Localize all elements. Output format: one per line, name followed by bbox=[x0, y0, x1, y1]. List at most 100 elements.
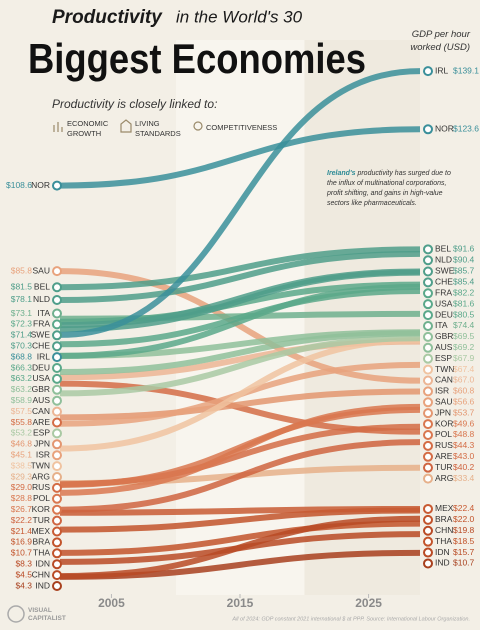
flag bbox=[423, 255, 433, 266]
country-label: IRL bbox=[435, 65, 449, 75]
country-label: CHE bbox=[32, 340, 50, 350]
value-label: $60.8 bbox=[453, 386, 475, 396]
driver-icons bbox=[53, 119, 203, 133]
driver-line: GROWTH bbox=[67, 129, 101, 138]
flag bbox=[423, 66, 433, 77]
subtitle: Productivity is closely linked to: bbox=[52, 97, 217, 111]
x-tick-label: 2025 bbox=[355, 596, 382, 610]
country-label: KOR bbox=[32, 504, 50, 514]
flag bbox=[52, 581, 62, 591]
x-tick-label: 2005 bbox=[98, 596, 125, 610]
value-label: $71.4 bbox=[11, 330, 33, 340]
flag bbox=[52, 548, 62, 559]
country-label: USA bbox=[33, 373, 51, 383]
value-label: $18.5 bbox=[453, 536, 475, 546]
value-label: $22.4 bbox=[453, 503, 475, 513]
annotation: Ireland's productivity has surged due to… bbox=[326, 170, 451, 207]
flag bbox=[423, 397, 433, 408]
country-label: BEL bbox=[435, 244, 451, 254]
country-label: THA bbox=[33, 548, 50, 558]
flag bbox=[423, 364, 433, 375]
series-line bbox=[59, 126, 421, 189]
value-label: $8.3 bbox=[15, 558, 32, 568]
lines bbox=[59, 68, 421, 580]
value-label: $40.2 bbox=[453, 462, 475, 472]
country-label: FRA bbox=[33, 319, 50, 329]
series-line bbox=[59, 283, 421, 359]
annotation-highlight: Ireland's bbox=[327, 170, 356, 177]
country-label: ARE bbox=[435, 451, 453, 461]
x-axis: 2005 2015 2025 bbox=[98, 594, 382, 610]
value-label: $82.2 bbox=[453, 288, 475, 298]
icon-competitiveness bbox=[193, 121, 203, 131]
country-label: MEX bbox=[435, 503, 454, 513]
series-line bbox=[59, 268, 421, 384]
flag bbox=[423, 299, 433, 310]
value-label: $22.2 bbox=[11, 515, 33, 525]
flag bbox=[52, 482, 62, 493]
value-label: $19.8 bbox=[453, 525, 475, 535]
country-label: TUR bbox=[33, 515, 50, 525]
value-label: $63.2 bbox=[11, 373, 33, 383]
country-label: MEX bbox=[32, 526, 51, 536]
country-label: ARG bbox=[435, 473, 453, 483]
title: in the World's 30 bbox=[176, 7, 303, 26]
country-label: POL bbox=[33, 493, 50, 503]
value-label: $29.0 bbox=[11, 482, 33, 492]
y-axis-label: GDP per hour worked (USD) bbox=[410, 29, 470, 53]
series-line bbox=[59, 335, 421, 397]
flag bbox=[52, 373, 62, 384]
value-label: $139.1 bbox=[453, 65, 479, 75]
series-line bbox=[59, 515, 421, 580]
driver-label: LIVING STANDARDS bbox=[135, 119, 181, 138]
country-label: AUS bbox=[435, 342, 453, 352]
flag bbox=[52, 341, 62, 352]
flag bbox=[423, 277, 433, 288]
flag bbox=[423, 440, 433, 451]
country-label: JPN bbox=[435, 407, 451, 417]
country-label: IND bbox=[435, 558, 450, 568]
flag bbox=[52, 282, 62, 293]
country-label: GBR bbox=[32, 384, 50, 394]
flag bbox=[423, 451, 433, 462]
driver-line: ECONOMIC bbox=[67, 119, 109, 128]
value-label: $123.6 bbox=[453, 124, 479, 134]
value-label: $68.8 bbox=[11, 351, 33, 361]
value-label: $44.3 bbox=[453, 440, 475, 450]
country-label: ESP bbox=[435, 353, 452, 363]
flag bbox=[423, 473, 433, 484]
flag bbox=[423, 342, 433, 353]
flag bbox=[52, 570, 62, 581]
value-label: $108.6 bbox=[6, 180, 32, 190]
value-label: $57.5 bbox=[11, 406, 33, 416]
annotation-line: productivity has surged due to bbox=[356, 170, 451, 177]
country-label: IDN bbox=[35, 558, 50, 568]
flag bbox=[52, 266, 62, 277]
labels: NOR$108.6SAU$85.8BEL$81.5NLD$78.1ITA$73.… bbox=[6, 65, 479, 591]
value-label: $38.5 bbox=[11, 460, 33, 470]
flag bbox=[423, 547, 433, 558]
value-label: $81.5 bbox=[11, 281, 33, 291]
country-label: NOR bbox=[31, 180, 50, 190]
flag bbox=[52, 308, 62, 319]
flag bbox=[52, 352, 62, 363]
flag bbox=[52, 330, 62, 341]
driver-label: COMPETITIVENESS bbox=[206, 123, 277, 132]
flag bbox=[423, 386, 433, 397]
country-label: DEU bbox=[435, 309, 453, 319]
annotation-line: profit shifting, and gains in high-value bbox=[326, 190, 443, 197]
flag bbox=[52, 526, 62, 537]
flag bbox=[52, 395, 62, 406]
country-label: BRA bbox=[435, 514, 453, 524]
icon-growth bbox=[53, 122, 63, 132]
value-label: $67.4 bbox=[453, 364, 475, 374]
country-label: SWE bbox=[435, 266, 455, 276]
country-label: RUS bbox=[435, 440, 453, 450]
flag bbox=[423, 419, 433, 430]
brand-line: VISUAL bbox=[28, 607, 52, 614]
flag bbox=[423, 462, 433, 473]
brand-line: CAPITALIST bbox=[28, 615, 66, 622]
value-label: $73.1 bbox=[11, 308, 33, 318]
country-label: CAN bbox=[32, 406, 50, 416]
